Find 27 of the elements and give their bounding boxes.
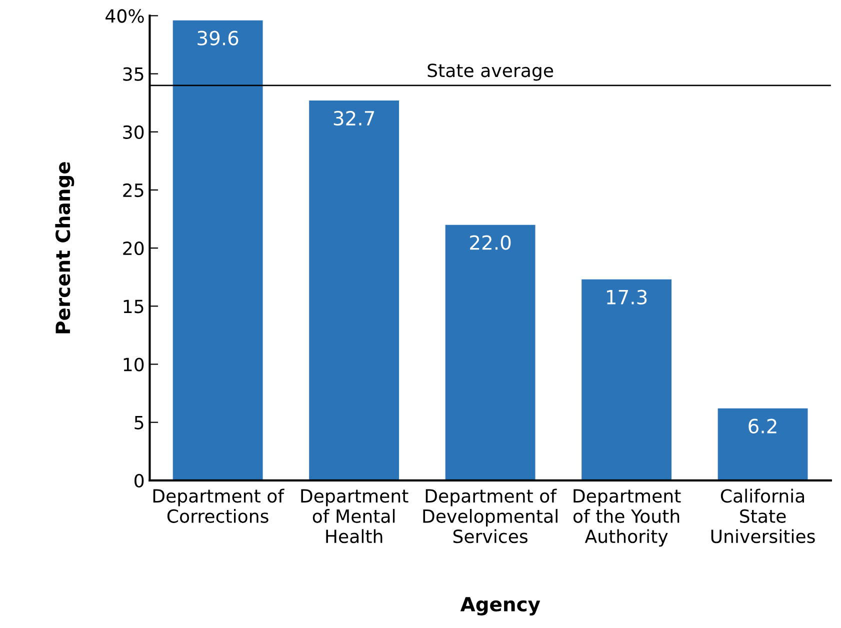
ref-line-label: State average: [428, 64, 554, 81]
bar: [718, 408, 808, 480]
bar: [445, 224, 536, 480]
y-axis-title: Percent Change: [55, 162, 74, 334]
data-label: 6.2: [748, 418, 776, 434]
y-tick-label: 30: [123, 125, 144, 139]
x-tick-label: Department of Mental Health: [301, 489, 408, 544]
y-tick-label: 5: [134, 416, 144, 430]
bar: [309, 100, 400, 480]
y-tick-label: 15: [124, 300, 144, 314]
x-tick-label: California State Universities: [711, 488, 815, 544]
y-tick-label: 25: [123, 183, 144, 198]
data-label: 22.0: [470, 235, 511, 250]
x-axis-title: Agency: [460, 597, 540, 616]
y-tick-label: 20: [123, 242, 144, 256]
y-tick-label: 10: [124, 358, 144, 372]
y-tick-label: 35: [123, 67, 144, 81]
data-label: 17.3: [607, 290, 647, 305]
bar: [582, 279, 672, 480]
data-label: 32.7: [334, 110, 374, 126]
x-tick-label: Department of Corrections: [153, 488, 284, 523]
y-tick-label: 0: [134, 474, 144, 488]
bar: [172, 20, 263, 480]
data-label: 39.6: [198, 30, 238, 46]
x-tick-label: Department of the Youth Authority: [573, 489, 681, 547]
x-tick-label: Department of Developmental Services: [423, 488, 558, 544]
y-tick-label: 40%: [106, 9, 144, 23]
